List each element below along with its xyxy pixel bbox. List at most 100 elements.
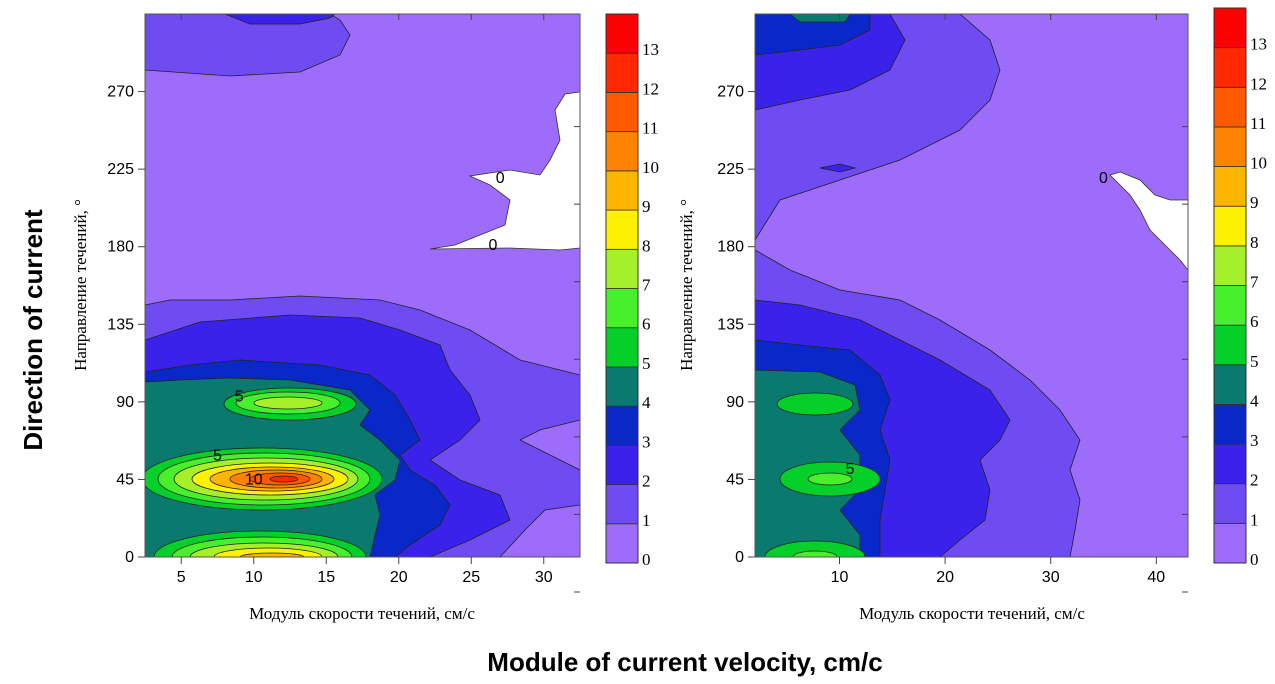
right-colorbar-swatch bbox=[1213, 522, 1247, 564]
left-x-tick-label: 25 bbox=[462, 569, 480, 586]
left-colorbar-label: 1 bbox=[642, 511, 651, 530]
left-colorbar-label: 5 bbox=[642, 354, 651, 373]
right-plot-area bbox=[755, 14, 1188, 557]
left-x-tick-label: 10 bbox=[245, 569, 263, 586]
left-peak-45-level-12 bbox=[269, 475, 299, 483]
right-colorbar-label: 5 bbox=[1250, 352, 1259, 371]
left-colorbar-swatch bbox=[605, 52, 639, 93]
left-peak-90-level-7 bbox=[253, 396, 323, 410]
right-colorbar-swatch bbox=[1213, 285, 1247, 326]
left-contour-label: 0 bbox=[496, 170, 505, 187]
left-colorbar-label: 0 bbox=[642, 550, 651, 569]
left-axes: 5 10 15 20 25 30 0 45 90 135 180 225 270 bbox=[107, 14, 580, 593]
right-contour-label: 0 bbox=[1099, 170, 1108, 187]
right-zero-region bbox=[1109, 14, 1188, 271]
right-peak-90-level-5 bbox=[776, 392, 854, 416]
left-colorbar-swatch bbox=[605, 13, 639, 54]
left-y-tick-label: 225 bbox=[107, 161, 134, 178]
left-contour-label: 5 bbox=[235, 389, 244, 406]
right-colorbar-label: 10 bbox=[1250, 154, 1267, 173]
right-x-tick-label: 40 bbox=[1147, 569, 1165, 586]
right-x-axis-title: Модуль скорости течений, см/с bbox=[859, 604, 1085, 623]
left-colorbar-swatch bbox=[605, 92, 639, 133]
right-y-tick-label: 270 bbox=[717, 84, 744, 101]
right-colorbar-label: 9 bbox=[1250, 193, 1259, 212]
left-colorbar-swatch bbox=[605, 170, 639, 211]
left-y-tick-label: 0 bbox=[125, 549, 134, 566]
right-colorbar-label: 4 bbox=[1250, 391, 1259, 410]
right-y-tick-label: 0 bbox=[735, 549, 744, 566]
left-colorbar-swatch bbox=[605, 366, 639, 407]
left-contour-label: 5 bbox=[213, 447, 222, 464]
right-y-tick-label: 45 bbox=[726, 471, 744, 488]
right-colorbar-label: 0 bbox=[1250, 550, 1259, 569]
left-colorbar-label: 10 bbox=[642, 158, 659, 177]
right-colorbar-swatch bbox=[1213, 364, 1247, 405]
left-colorbar-label: 13 bbox=[642, 40, 659, 59]
left-colorbar-label: 2 bbox=[642, 472, 651, 491]
left-colorbar-swatch bbox=[605, 327, 639, 368]
left-colorbar-label: 4 bbox=[642, 393, 651, 412]
left-colorbar-swatch bbox=[605, 444, 639, 485]
left-colorbar-swatch bbox=[605, 405, 639, 446]
left-y-axis-title: Направление течений, ° bbox=[71, 199, 90, 371]
left-colorbar-label: 11 bbox=[642, 119, 658, 138]
left-contour-label: 10 bbox=[245, 471, 263, 488]
left-peak-0-level-9 bbox=[239, 552, 305, 557]
right-y-axis-title: Направление течений, ° bbox=[677, 199, 696, 371]
left-x-tick-label: 30 bbox=[535, 569, 553, 586]
right-colorbar-label: 11 bbox=[1250, 114, 1266, 133]
right-colorbar-swatch bbox=[1213, 404, 1247, 445]
left-plot-frame bbox=[144, 13, 581, 558]
right-y-tick-label: 90 bbox=[726, 394, 744, 411]
left-x-tick-label: 15 bbox=[317, 569, 335, 586]
left-colorbar-swatch bbox=[605, 248, 639, 289]
right-colorbar-label: 1 bbox=[1250, 510, 1259, 529]
right-colorbar-label: 8 bbox=[1250, 233, 1259, 252]
left-colorbar-label: 6 bbox=[642, 315, 651, 334]
left-plot-area bbox=[145, 14, 580, 557]
left-colorbar-label: 3 bbox=[642, 432, 651, 451]
right-small-island bbox=[819, 163, 857, 173]
right-colorbar-swatch bbox=[1213, 47, 1247, 88]
right-x-tick-label: 20 bbox=[936, 569, 954, 586]
left-top-blob-level-2 bbox=[224, 14, 336, 25]
right-peak-0-level-6 bbox=[792, 550, 838, 557]
right-colorbar-label: 12 bbox=[1250, 74, 1267, 93]
left-top-blob-level-1 bbox=[145, 14, 351, 77]
right-colorbar-frame bbox=[1213, 7, 1247, 564]
right-y-tick-label: 135 bbox=[717, 316, 744, 333]
right-colorbar-swatch bbox=[1213, 86, 1247, 128]
right-colorbar-swatch bbox=[1213, 166, 1247, 207]
right-peak-0-level-5 bbox=[764, 540, 866, 557]
right-axes: 10 20 30 40 0 45 90 135 180 225 270 bbox=[717, 14, 1188, 593]
right-top-blob-level-4 bbox=[789, 14, 851, 23]
right-colorbar-swatch bbox=[1213, 483, 1247, 524]
left-contour-plot: 5 10 15 20 25 30 0 45 90 135 180 225 270 5 5 10 0 0 Моду… bbox=[71, 13, 581, 623]
right-contour-label: 5 bbox=[846, 461, 855, 478]
left-colorbar-swatch bbox=[605, 209, 639, 250]
right-y-tick-label: 225 bbox=[717, 161, 744, 178]
left-x-tick-label: 5 bbox=[177, 569, 186, 586]
right-x-tick-label: 10 bbox=[831, 569, 849, 586]
left-colorbar-label: 7 bbox=[642, 276, 651, 295]
right-colorbar-swatch bbox=[1213, 443, 1247, 485]
figure-x-caption: Module of current velocity, cm/c bbox=[487, 647, 882, 677]
left-colorbar-label: 9 bbox=[642, 197, 651, 216]
left-colorbar-label: 12 bbox=[642, 79, 659, 98]
figure-y-caption: Direction of current bbox=[18, 209, 48, 451]
left-contour-labels: 5 5 10 0 0 bbox=[213, 170, 505, 489]
right-colorbar-swatch bbox=[1213, 7, 1247, 49]
right-y-tick-label: 180 bbox=[717, 239, 744, 256]
left-x-axis-title: Модуль скорости течений, см/с bbox=[249, 604, 475, 623]
left-y-tick-label: 45 bbox=[116, 471, 134, 488]
right-x-tick-label: 30 bbox=[1042, 569, 1060, 586]
right-contour-labels: 50 bbox=[846, 170, 1108, 478]
left-colorbar-swatch bbox=[605, 484, 639, 525]
left-colorbar-swatch bbox=[605, 523, 639, 564]
left-y-tick-label: 90 bbox=[116, 394, 134, 411]
right-colorbar-swatch bbox=[1213, 205, 1247, 247]
